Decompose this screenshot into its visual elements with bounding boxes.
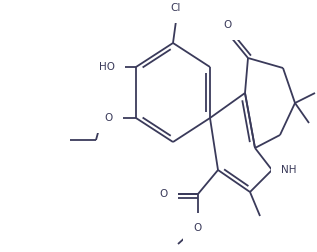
Text: O: O bbox=[105, 113, 113, 123]
Text: O: O bbox=[223, 20, 231, 30]
Text: O: O bbox=[160, 189, 168, 199]
Text: O: O bbox=[194, 223, 202, 233]
Text: Cl: Cl bbox=[171, 3, 181, 13]
Text: NH: NH bbox=[281, 165, 296, 175]
Text: HO: HO bbox=[99, 62, 115, 72]
